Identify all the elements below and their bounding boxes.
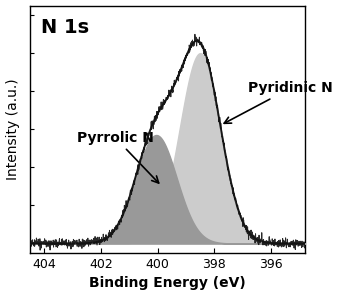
Text: Pyrrolic N: Pyrrolic N (77, 131, 159, 183)
Y-axis label: Intensity (a.u.): Intensity (a.u.) (5, 78, 19, 180)
Text: Pyridinic N: Pyridinic N (224, 81, 333, 123)
Text: N 1s: N 1s (41, 18, 89, 37)
X-axis label: Binding Energy (eV): Binding Energy (eV) (89, 276, 246, 290)
